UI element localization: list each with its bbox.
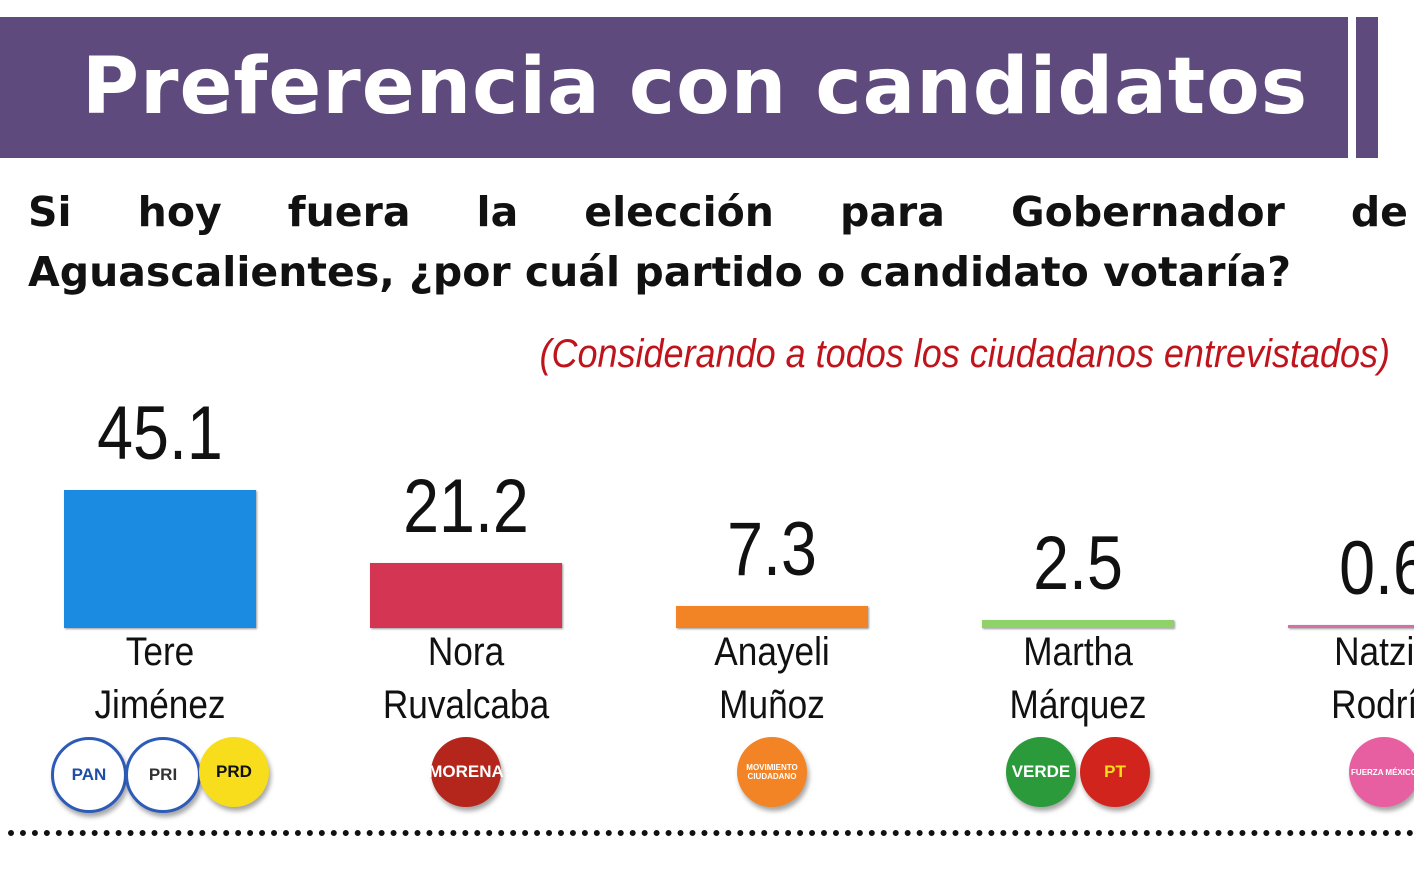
category-label: Anayeli xyxy=(714,630,830,674)
data-label: 21.2 xyxy=(403,464,529,550)
dotted-divider xyxy=(8,830,1414,836)
bar-1 xyxy=(370,563,562,628)
category-label: Nora xyxy=(427,630,505,674)
banner-strip xyxy=(1356,17,1378,158)
bar-2 xyxy=(676,605,868,628)
category-label: Tere xyxy=(125,630,195,674)
category-label: Márquez xyxy=(1009,683,1147,727)
category-label: Jiménez xyxy=(94,683,226,727)
data-label: 2.5 xyxy=(1033,521,1123,607)
party-logo-icon: MOVIMIENTO CIUDADANO xyxy=(737,737,807,807)
chart-subtitle: (Considerando a todos los ciudadanos ent… xyxy=(539,332,1390,376)
data-label: 7.3 xyxy=(727,506,817,592)
data-label: 0.6 xyxy=(1339,526,1414,611)
bar-4 xyxy=(1288,625,1414,628)
party-logo-icon: FUERZA MÉXICO xyxy=(1349,737,1414,807)
category-label: Martha xyxy=(1023,630,1133,674)
category-label: Natzie xyxy=(1334,630,1414,674)
data-label: 45.1 xyxy=(97,391,223,476)
category-label: Rodríg xyxy=(1331,683,1414,727)
party-logo-icon: PRD xyxy=(199,737,269,807)
party-logo-icon: PRI xyxy=(125,737,201,813)
party-logo-icon: PAN xyxy=(51,737,127,813)
page-title: Preferencia con candidatos xyxy=(81,42,1309,132)
party-logo-icon: PT xyxy=(1080,737,1150,807)
party-logo-icon: MORENA xyxy=(428,737,504,807)
category-label: Ruvalcaba xyxy=(382,683,550,727)
category-label: Muñoz xyxy=(719,683,825,727)
survey-question: Si hoy fuera la elección para Gobernador… xyxy=(28,188,1408,296)
bar-0 xyxy=(64,490,256,628)
bar-3 xyxy=(982,620,1174,628)
party-logo-icon: VERDE xyxy=(1006,737,1076,807)
title-banner xyxy=(0,17,1348,158)
